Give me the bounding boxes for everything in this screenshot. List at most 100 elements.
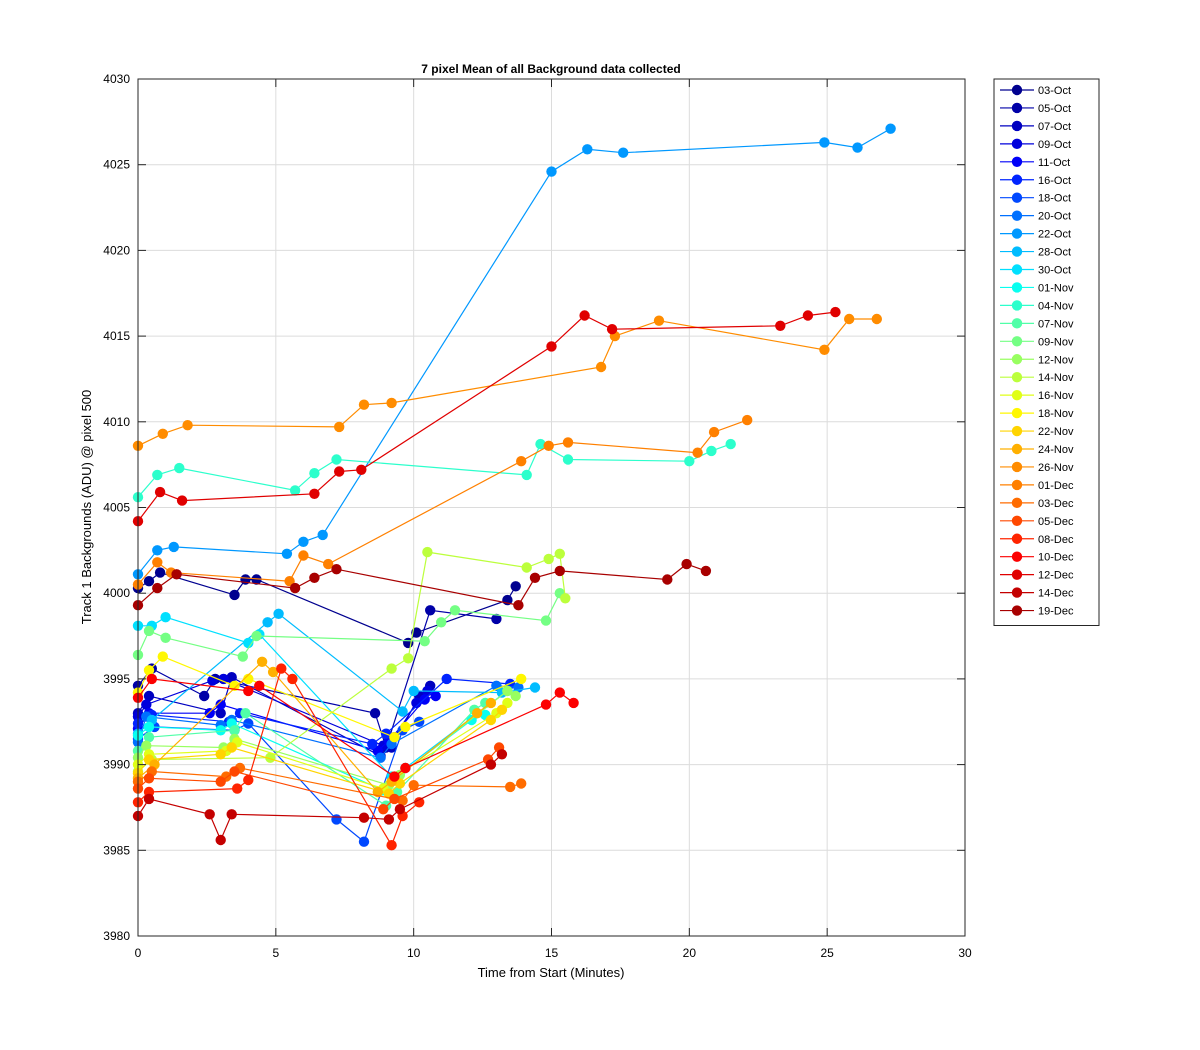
data-point xyxy=(375,752,386,763)
data-point xyxy=(265,752,276,763)
data-point xyxy=(152,557,163,568)
data-point xyxy=(700,565,712,577)
legend-swatch-marker xyxy=(1011,174,1023,185)
legend-swatch-marker xyxy=(1011,533,1023,544)
x-tick-label: 25 xyxy=(820,946,834,960)
legend-entry: 18-Oct xyxy=(1000,192,1071,205)
series-05-dec xyxy=(132,742,505,815)
data-point xyxy=(491,613,502,625)
series-24-nov xyxy=(132,656,497,798)
legend-swatch-marker xyxy=(1011,282,1023,293)
data-point xyxy=(378,804,389,815)
data-point xyxy=(653,315,665,326)
legend-swatch-marker xyxy=(1011,389,1023,401)
data-point xyxy=(276,663,287,674)
legend-entry: 01-Dec xyxy=(1000,479,1074,492)
data-point xyxy=(232,783,243,794)
legend-entry: 07-Oct xyxy=(1000,120,1071,133)
y-tick-label: 3995 xyxy=(103,672,130,686)
legend-swatch-marker xyxy=(1011,138,1023,150)
series-14-dec xyxy=(132,749,508,846)
legend-swatch-marker xyxy=(1011,425,1023,437)
legend-label: 04-Nov xyxy=(1038,300,1074,312)
data-point xyxy=(367,738,378,750)
data-point xyxy=(331,814,342,825)
legend-label: 22-Oct xyxy=(1038,229,1071,241)
series-line xyxy=(137,551,566,772)
legend-entry: 16-Nov xyxy=(1000,389,1074,402)
series-28-oct xyxy=(132,608,541,739)
data-point xyxy=(143,576,155,587)
legend-entry: 11-Oct xyxy=(1000,156,1070,169)
data-point xyxy=(309,572,320,583)
legend-swatch-marker xyxy=(1011,192,1023,203)
data-point xyxy=(397,706,408,717)
legend-entry: 14-Nov xyxy=(1000,372,1074,384)
data-point xyxy=(414,797,425,808)
data-point xyxy=(546,341,557,352)
data-point xyxy=(400,762,411,774)
data-point xyxy=(229,766,240,777)
legend-entry: 10-Dec xyxy=(1000,551,1074,564)
data-point xyxy=(725,438,736,450)
data-point xyxy=(243,774,254,786)
data-point xyxy=(521,562,532,573)
data-point xyxy=(560,593,571,604)
data-point xyxy=(143,721,155,733)
data-point xyxy=(496,704,508,715)
data-point xyxy=(229,725,240,736)
legend-entry: 12-Dec xyxy=(1000,569,1074,582)
y-tick-label: 3980 xyxy=(103,929,130,943)
legend-entry: 22-Nov xyxy=(1000,425,1074,438)
legend-label: 12-Nov xyxy=(1038,354,1074,366)
legend-label: 10-Dec xyxy=(1038,552,1074,564)
legend-entry: 05-Oct xyxy=(1000,102,1071,115)
legend-swatch-marker xyxy=(1011,443,1023,455)
data-point xyxy=(160,612,171,623)
legend-label: 14-Nov xyxy=(1038,372,1074,384)
y-tick-label: 3985 xyxy=(103,843,130,857)
data-point xyxy=(243,673,254,685)
data-point xyxy=(143,625,155,637)
data-point xyxy=(502,685,513,697)
series-line xyxy=(137,613,536,735)
series-line xyxy=(137,753,503,842)
data-point xyxy=(204,708,215,719)
data-point xyxy=(422,546,433,558)
data-point xyxy=(408,685,419,697)
data-point xyxy=(505,781,516,793)
data-point xyxy=(143,665,155,676)
data-point xyxy=(358,399,370,410)
legend-swatch-marker xyxy=(1011,156,1023,167)
series-line xyxy=(137,767,522,802)
legend-swatch-marker xyxy=(1011,336,1023,347)
chart-title: 7 pixel Mean of all Background data coll… xyxy=(421,62,680,76)
legend-label: 22-Nov xyxy=(1038,426,1074,438)
data-point xyxy=(389,793,400,805)
legend-label: 09-Oct xyxy=(1038,139,1071,151)
legend-swatch-marker xyxy=(1011,569,1023,580)
data-point xyxy=(830,306,841,318)
data-point xyxy=(152,582,163,594)
data-point xyxy=(449,605,461,616)
data-point xyxy=(157,428,168,439)
data-point xyxy=(141,699,152,710)
data-point xyxy=(386,397,397,409)
legend-swatch-marker xyxy=(1011,551,1023,562)
legend-swatch-marker xyxy=(1011,479,1023,491)
data-point xyxy=(143,773,155,784)
data-point xyxy=(425,605,436,616)
grid-lines xyxy=(138,79,965,936)
legend-label: 16-Nov xyxy=(1038,390,1074,402)
data-point xyxy=(496,749,508,760)
series-10-dec xyxy=(132,673,579,782)
legend-label: 16-Oct xyxy=(1038,175,1071,187)
data-point xyxy=(516,778,527,789)
legend-label: 24-Nov xyxy=(1038,444,1074,456)
series-19-dec xyxy=(132,558,712,611)
data-point xyxy=(267,666,279,678)
legend-swatch-marker xyxy=(1011,318,1023,329)
legend-label: 28-Oct xyxy=(1038,247,1071,259)
data-point xyxy=(215,699,226,710)
legend-label: 07-Nov xyxy=(1038,318,1074,330)
